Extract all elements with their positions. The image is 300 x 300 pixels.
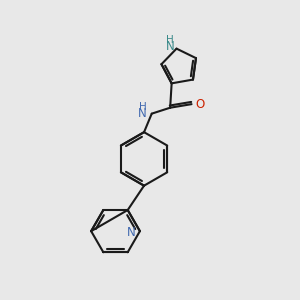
Text: O: O [195, 98, 205, 111]
Text: N: N [127, 226, 135, 239]
Text: N: N [166, 40, 174, 53]
Text: H: H [166, 35, 174, 45]
Text: N: N [138, 106, 146, 120]
Text: H: H [139, 102, 146, 112]
